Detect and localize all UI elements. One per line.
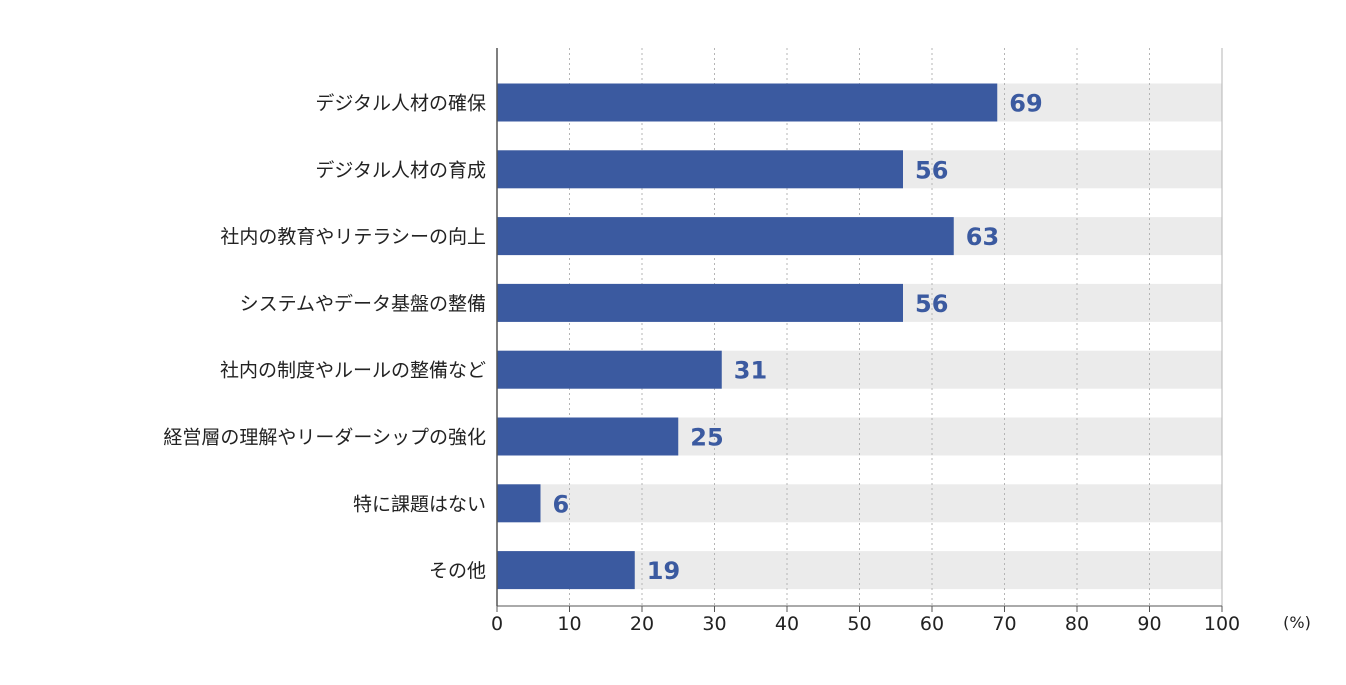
bar [497, 217, 954, 256]
bar [497, 150, 903, 189]
value-label: 31 [734, 357, 767, 385]
category-label: システムやデータ基盤の整備 [240, 293, 486, 315]
bars [497, 83, 998, 590]
category-label: デジタル人材の育成 [315, 159, 486, 181]
bar [497, 83, 998, 122]
x-unit-label: (%) [1283, 613, 1311, 632]
category-label: 経営層の理解やリーダーシップの強化 [163, 427, 486, 449]
value-labels: 69 56 63 56 31 25 6 19 [553, 90, 1043, 586]
category-labels: デジタル人材の確保デジタル人材の育成社内の教育やリテラシーの向上システムやデータ… [163, 93, 486, 583]
x-tick-label: 50 [847, 613, 871, 635]
value-label: 63 [966, 223, 999, 251]
value-label: 6 [553, 490, 570, 518]
x-axis [496, 48, 1223, 612]
x-tick-label: 90 [1137, 613, 1161, 635]
category-label: 特に課題はない [353, 493, 486, 515]
category-label: 社内の教育やリテラシーの向上 [220, 226, 486, 248]
grid-lines [569, 48, 1223, 606]
x-tick-label: 10 [557, 613, 581, 635]
x-tick-label: 70 [992, 613, 1016, 635]
category-label: 社内の制度やルールの整備など [220, 360, 486, 382]
category-label: デジタル人材の確保 [315, 93, 486, 115]
x-tick-label: 40 [775, 613, 799, 635]
x-tick-label: 20 [630, 613, 654, 635]
x-tick-labels: 0 10 20 30 40 50 60 70 80 90 100 [491, 613, 1240, 635]
bar [497, 484, 541, 523]
category-label: その他 [429, 560, 486, 582]
value-label: 56 [915, 290, 948, 318]
x-tick-label: 100 [1204, 613, 1240, 635]
x-tick-label: 80 [1065, 613, 1089, 635]
value-label: 69 [1009, 90, 1042, 118]
bar [497, 283, 903, 322]
x-tick-label: 60 [920, 613, 944, 635]
x-tick-label: 30 [702, 613, 726, 635]
value-label: 56 [915, 156, 948, 184]
bar [497, 551, 635, 590]
bar [497, 350, 722, 389]
x-tick-label: 0 [491, 613, 503, 635]
bar [497, 417, 679, 456]
value-label: 19 [647, 557, 680, 585]
value-label: 25 [690, 424, 723, 452]
